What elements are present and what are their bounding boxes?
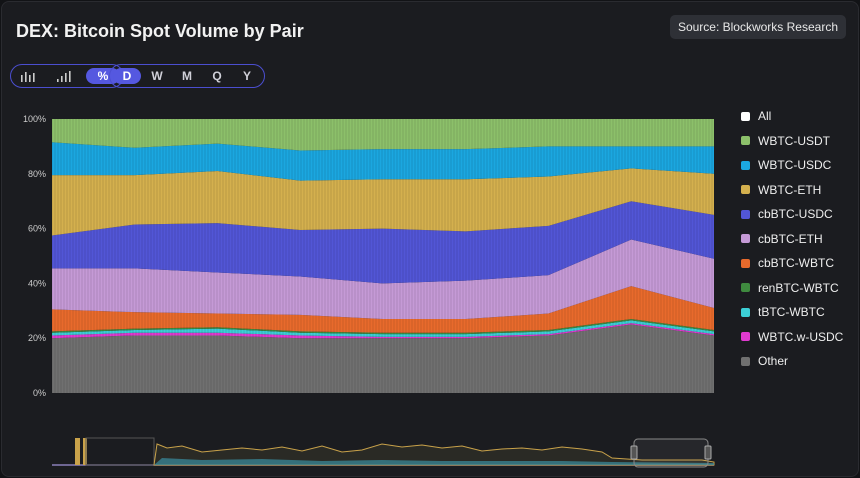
navigator[interactable] [2, 432, 722, 472]
area-cbbtc-wbtc[interactable] [52, 286, 714, 333]
navigator-right-handle[interactable] [704, 445, 712, 460]
legend-item[interactable]: cbBTC-ETH [741, 227, 843, 252]
y-tick-label: 80% [28, 169, 46, 179]
legend-swatch [741, 332, 750, 342]
stacked-area-chart: 0%20%40%60%80%100% Feb '25Mar '25Apr '25… [23, 114, 714, 398]
chart-type-toggle: % [10, 64, 124, 88]
area-renbtc-wbtc[interactable] [52, 319, 714, 335]
legend-item[interactable]: WBTC-USDC [741, 153, 843, 178]
y-tick-label: 20% [28, 333, 46, 343]
bar-chart-icon[interactable] [14, 68, 42, 84]
y-tick-label: 0% [33, 388, 46, 398]
source-button[interactable]: Source: Blockworks Research [669, 15, 846, 39]
navigator-window[interactable] [633, 438, 709, 468]
legend-item[interactable]: WBTC.w-USDC [741, 325, 843, 350]
legend-label: WBTC.w-USDC [758, 329, 844, 344]
legend-label: WBTC-ETH [758, 182, 822, 197]
navigator-left-handle[interactable] [630, 445, 638, 460]
y-tick-label: 60% [28, 224, 46, 234]
legend-label: WBTC-USDC [758, 158, 832, 173]
period-y-button[interactable]: Y [242, 69, 251, 83]
legend-item[interactable]: tBTC-WBTC [741, 300, 843, 325]
area-tbtc-wbtc[interactable] [52, 320, 714, 337]
legend-swatch [741, 136, 750, 146]
period-m-button[interactable]: M [182, 69, 192, 83]
legend-swatch [741, 234, 750, 244]
navigator-series-low [154, 458, 714, 465]
legend-item[interactable]: renBTC-WBTC [741, 276, 843, 301]
legend-item[interactable]: WBTC-USDT [741, 129, 843, 154]
legend-item[interactable]: cbBTC-USDC [741, 202, 843, 227]
area-cbbtc-eth[interactable] [52, 239, 714, 320]
legend-swatch [741, 258, 750, 268]
y-tick-label: 40% [28, 278, 46, 288]
period-d-button[interactable]: D [113, 68, 141, 84]
period-q-button[interactable]: Q [212, 69, 222, 83]
legend-swatch [741, 356, 750, 366]
legend-label: WBTC-USDT [758, 133, 830, 148]
legend-item[interactable]: All [741, 104, 843, 129]
page-title: DEX: Bitcoin Spot Volume by Pair [16, 21, 304, 41]
legend-label: cbBTC-ETH [758, 231, 823, 246]
navigator-spike [75, 438, 80, 465]
area-wbtc-usdc[interactable] [52, 142, 714, 181]
y-tick-label: 100% [23, 114, 46, 124]
area-other[interactable] [52, 324, 714, 394]
navigator-gap [85, 437, 155, 466]
legend-label: cbBTC-WBTC [758, 256, 834, 271]
legend-label: cbBTC-USDC [758, 207, 833, 222]
legend-label: All [758, 109, 772, 124]
area-cbbtc-usdc[interactable] [52, 201, 714, 284]
legend-swatch [741, 307, 750, 317]
area-wbtc-usdt[interactable] [52, 119, 714, 151]
navigator-spike [83, 438, 87, 465]
area-wbtc-w-usdc[interactable] [52, 323, 714, 339]
legend-swatch [741, 209, 750, 219]
legend-item[interactable]: WBTC-ETH [741, 178, 843, 203]
area-wbtc-eth[interactable] [52, 168, 714, 236]
legend: All WBTC-USDT WBTC-USDC WBTC-ETH cbBTC-USDC c… [741, 104, 843, 374]
legend-swatch [741, 160, 750, 170]
period-w-button[interactable]: W [151, 69, 163, 83]
legend-item[interactable]: Other [741, 349, 843, 374]
legend-label: tBTC-WBTC [758, 305, 825, 320]
legend-label: renBTC-WBTC [758, 280, 839, 295]
legend-swatch [741, 111, 750, 121]
legend-label: Other [758, 354, 789, 369]
period-toggle: D W M Q Y [109, 64, 265, 88]
stacked-bar-chart-icon[interactable] [50, 68, 78, 84]
legend-swatch [741, 283, 750, 293]
legend-swatch [741, 185, 750, 195]
navigator-series [153, 443, 715, 466]
legend-item[interactable]: cbBTC-WBTC [741, 251, 843, 276]
